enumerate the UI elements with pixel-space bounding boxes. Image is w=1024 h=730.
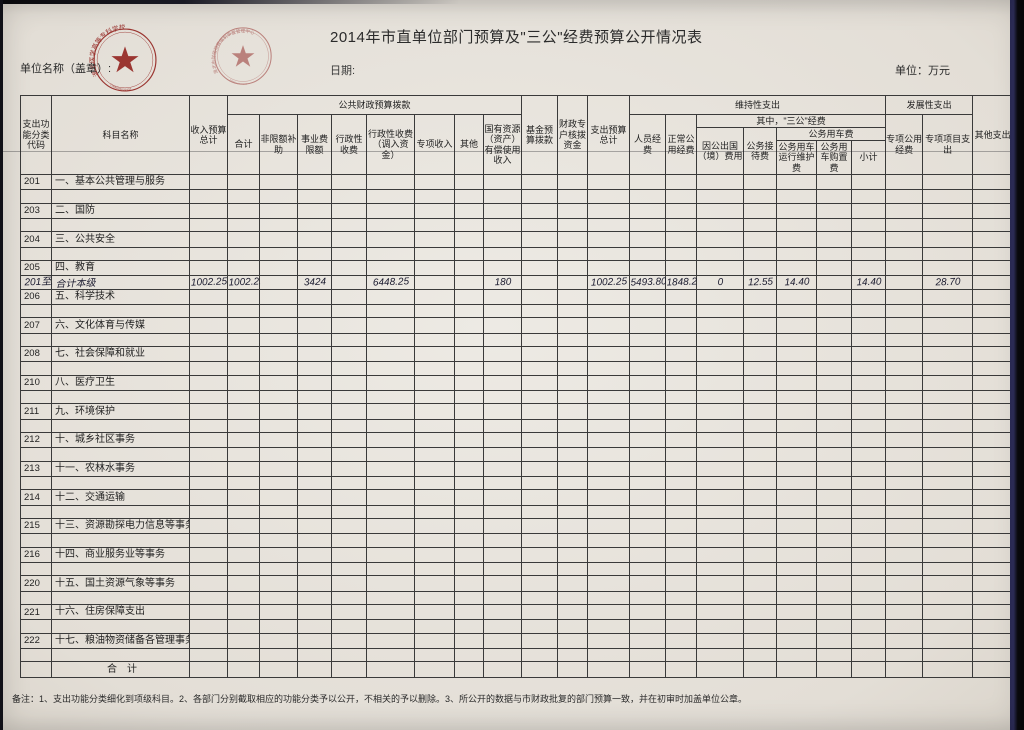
svg-text:1308030040488: 1308030040488 — [229, 78, 248, 86]
svg-text:淮北市财政预算编制审查管理中心: 淮北市财政预算编制审查管理中心 — [210, 28, 256, 75]
